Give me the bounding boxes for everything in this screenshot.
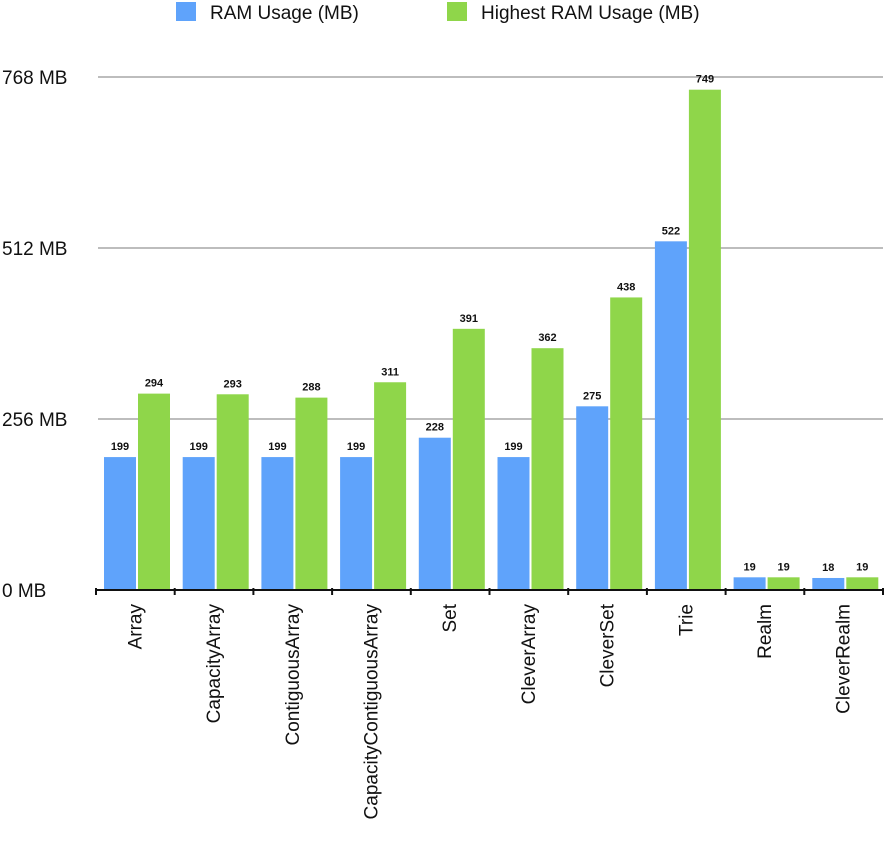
x-tick-label: CapacityArray bbox=[204, 604, 225, 724]
bar bbox=[138, 393, 170, 590]
x-tick-label: CleverRealm bbox=[834, 604, 855, 714]
bar bbox=[812, 577, 845, 590]
data-label: 749 bbox=[696, 74, 714, 86]
data-label: 293 bbox=[224, 378, 242, 390]
bar bbox=[733, 577, 766, 590]
data-label: 228 bbox=[426, 422, 444, 434]
bar bbox=[104, 457, 136, 590]
bar bbox=[846, 577, 879, 590]
bar bbox=[182, 457, 215, 590]
y-tick-label: 512 MB bbox=[2, 239, 67, 260]
data-label: 18 bbox=[822, 562, 834, 574]
data-label: 199 bbox=[347, 441, 365, 453]
bar bbox=[418, 437, 451, 590]
data-label: 438 bbox=[617, 281, 635, 293]
bar bbox=[688, 89, 721, 590]
bar bbox=[374, 382, 407, 590]
bar bbox=[295, 397, 328, 590]
bar bbox=[610, 297, 643, 590]
bar bbox=[654, 241, 687, 590]
bar bbox=[531, 348, 564, 590]
x-tick-label: Set bbox=[440, 603, 461, 632]
data-label: 522 bbox=[662, 225, 680, 237]
legend-label: RAM Usage (MB) bbox=[210, 3, 359, 24]
data-label: 199 bbox=[504, 441, 522, 453]
x-tick-label: Realm bbox=[755, 604, 776, 659]
legend-swatch bbox=[447, 2, 467, 21]
data-label: 19 bbox=[856, 561, 868, 573]
bar bbox=[497, 457, 530, 590]
bar bbox=[216, 394, 249, 590]
x-tick-label: CleverSet bbox=[598, 603, 619, 687]
bar bbox=[767, 577, 800, 590]
x-tick-label: Array bbox=[125, 604, 146, 650]
bar bbox=[452, 328, 485, 590]
data-label: 199 bbox=[190, 441, 208, 453]
data-label: 288 bbox=[302, 382, 320, 394]
data-label: 199 bbox=[268, 441, 286, 453]
data-label: 275 bbox=[583, 390, 601, 402]
data-label: 311 bbox=[381, 366, 399, 378]
y-tick-label: 768 MB bbox=[2, 68, 67, 89]
y-tick-label: 0 MB bbox=[2, 581, 46, 602]
data-label: 362 bbox=[538, 332, 556, 344]
data-label: 19 bbox=[743, 561, 755, 573]
y-tick-label: 256 MB bbox=[2, 410, 67, 431]
data-label: 19 bbox=[777, 561, 789, 573]
data-label: 391 bbox=[460, 313, 478, 325]
x-tick-label: CleverArray bbox=[519, 604, 540, 705]
bar bbox=[261, 457, 294, 590]
bar bbox=[340, 457, 373, 590]
legend-label: Highest RAM Usage (MB) bbox=[481, 3, 700, 24]
data-label: 294 bbox=[145, 378, 164, 390]
bar bbox=[576, 406, 609, 590]
x-tick-label: ContiguousArray bbox=[283, 604, 304, 746]
x-tick-label: CapacityContiguousArray bbox=[361, 604, 382, 820]
legend-swatch bbox=[176, 2, 196, 21]
x-tick-label: Trie bbox=[676, 604, 697, 636]
data-label: 199 bbox=[111, 441, 129, 453]
